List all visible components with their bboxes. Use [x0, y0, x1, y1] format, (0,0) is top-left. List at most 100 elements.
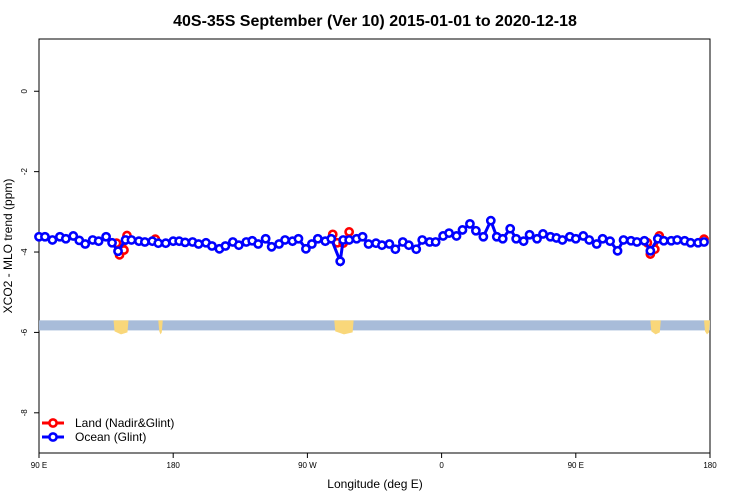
data-point — [312, 233, 323, 244]
data-point — [293, 233, 304, 244]
data-point — [605, 236, 615, 247]
series-layer — [34, 215, 709, 268]
data-point — [511, 233, 522, 244]
plot-frame — [38, 38, 711, 454]
data-point — [612, 245, 623, 256]
land-patch-2 — [334, 320, 354, 335]
x-axis: 90 E 180 90 W 0 90 E 180 — [31, 453, 717, 470]
data-point — [113, 246, 123, 257]
data-point — [326, 233, 337, 244]
data-point — [107, 237, 117, 248]
data-point — [658, 235, 669, 246]
data-point — [306, 239, 317, 249]
data-point — [465, 218, 475, 229]
data-point — [220, 241, 231, 251]
data-point — [557, 235, 568, 245]
data-point — [403, 240, 414, 251]
y-axis: 0 -2 -4 -6 -8 — [20, 88, 39, 416]
data-point — [377, 240, 387, 251]
data-point — [390, 244, 401, 255]
data-point — [584, 235, 595, 245]
data-point — [153, 238, 164, 249]
y-tick-label: -2 — [20, 168, 29, 176]
data-point — [180, 237, 191, 248]
data-point — [478, 231, 489, 242]
data-point — [451, 231, 462, 241]
data-point — [193, 239, 204, 249]
legend-marker — [48, 418, 58, 428]
data-point — [411, 244, 422, 255]
data-point — [699, 237, 709, 247]
land-patch-1 — [158, 320, 163, 335]
y-tick-label: -4 — [20, 248, 29, 256]
data-point — [645, 245, 656, 256]
data-point — [126, 235, 137, 245]
data-point — [207, 241, 217, 251]
data-point — [618, 235, 629, 245]
data-point — [357, 231, 368, 242]
data-point — [344, 227, 355, 237]
data-point — [672, 235, 683, 245]
land-patch-3 — [650, 320, 661, 335]
series-1 — [34, 215, 709, 268]
data-point — [632, 237, 642, 247]
x-tick-label: 90 E — [31, 461, 47, 470]
data-point — [470, 225, 481, 236]
data-point — [538, 229, 548, 239]
data-point — [101, 231, 111, 242]
x-tick-label: 90 E — [568, 461, 584, 470]
data-point — [597, 233, 608, 244]
data-point — [80, 239, 91, 249]
data-point — [457, 225, 468, 235]
legend-label: Land (Nadir&Glint) — [75, 416, 174, 430]
land-patch-4 — [704, 320, 710, 335]
data-point — [505, 223, 516, 234]
data-point — [233, 240, 244, 251]
data-point — [93, 236, 104, 247]
data-point — [260, 233, 271, 244]
data-point — [485, 215, 496, 226]
legend: Land (Nadir&Glint)Ocean (Glint) — [42, 416, 174, 444]
data-point — [417, 235, 428, 245]
x-tick-label: 0 — [439, 461, 444, 470]
x-tick-label: 180 — [167, 461, 181, 470]
land-ocean-strip — [39, 320, 710, 335]
data-point — [444, 228, 454, 239]
data-point — [335, 256, 346, 267]
data-point — [60, 233, 71, 244]
data-point — [363, 239, 374, 249]
data-point — [301, 243, 311, 254]
legend-marker — [48, 432, 58, 442]
data-point — [524, 229, 535, 240]
x-tick-label: 90 W — [298, 461, 317, 470]
data-point — [160, 238, 171, 249]
data-point — [344, 235, 355, 245]
data-point — [266, 241, 277, 252]
data-point — [430, 237, 441, 247]
land-patch-0 — [113, 320, 129, 335]
x-axis-label: Longitude (deg E) — [327, 477, 422, 491]
y-tick-label: 0 — [20, 88, 29, 93]
y-tick-label: -6 — [20, 328, 29, 336]
data-point — [68, 231, 79, 241]
legend-label: Ocean (Glint) — [75, 430, 146, 444]
ocean-strip — [39, 320, 710, 331]
data-point — [280, 235, 290, 245]
data-point — [384, 239, 395, 249]
data-point — [139, 237, 150, 247]
data-point — [40, 231, 50, 242]
x-tick-label: 180 — [703, 461, 717, 470]
data-point — [518, 236, 529, 247]
y-axis-label: XCO2 - MLO trend (ppm) — [1, 179, 15, 314]
data-point — [497, 233, 508, 244]
data-point — [570, 233, 581, 244]
data-point — [47, 235, 58, 245]
y-tick-label: -8 — [20, 409, 29, 417]
data-point — [685, 237, 696, 248]
data-point — [253, 239, 264, 249]
chart-title: 40S-35S September (Ver 10) 2015-01-01 to… — [173, 13, 577, 30]
data-point — [532, 233, 542, 244]
data-point — [591, 239, 602, 249]
data-point — [639, 235, 650, 246]
